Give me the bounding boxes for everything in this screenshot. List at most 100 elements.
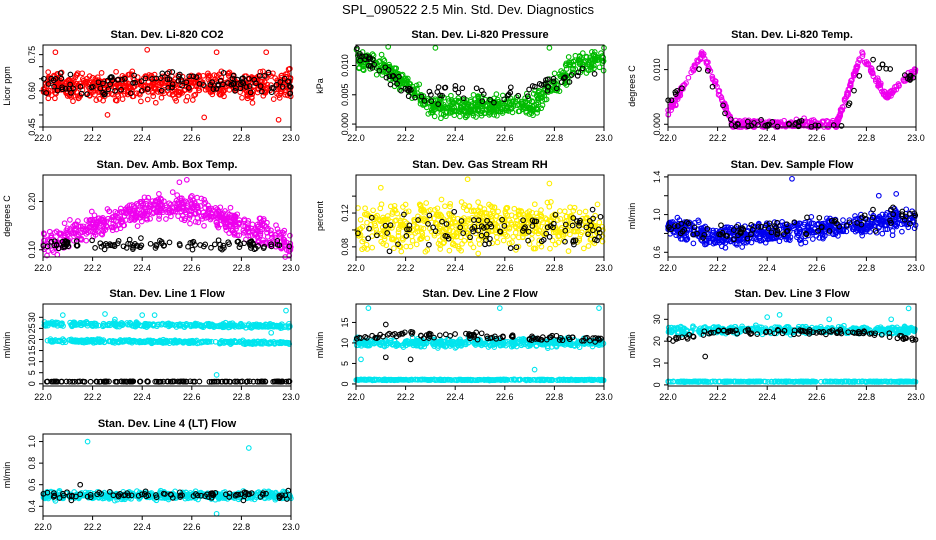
- data-point-sparse: [558, 79, 565, 85]
- data-points: [41, 307, 293, 385]
- data-point-sparse: [248, 242, 254, 249]
- x-tick-label: 22.8: [858, 263, 876, 273]
- y-tick-label: 0.12: [340, 204, 350, 222]
- data-point-dense: [712, 78, 718, 85]
- data-point-sparse: [394, 80, 400, 87]
- data-point-dense: [45, 69, 52, 75]
- x-tick-label: 22.6: [496, 133, 514, 143]
- data-point-sparse: [478, 232, 485, 239]
- data-point-dense: [494, 239, 501, 246]
- data-point-sparse: [365, 235, 372, 242]
- data-point-dense: [403, 243, 410, 250]
- x-tick-label: 22.2: [84, 133, 102, 143]
- data-point-dense: [270, 96, 277, 102]
- data-point-sparse: [482, 241, 488, 248]
- data-point-sparse: [211, 241, 218, 248]
- data-point-sparse: [45, 81, 52, 87]
- y-tick-label: 0.000: [340, 113, 350, 136]
- data-point-dense: [533, 105, 540, 111]
- data-point-sparse: [138, 242, 145, 249]
- data-point-sparse: [543, 230, 550, 237]
- data-point-dense: [513, 224, 520, 231]
- data-point-dense: [578, 229, 585, 236]
- x-tick-label: 23.0: [595, 263, 613, 273]
- data-point-sparse: [590, 227, 596, 234]
- data-point-sparse: [544, 224, 551, 231]
- y-tick-label: 0.08: [340, 238, 350, 256]
- data-point-dense: [705, 59, 711, 66]
- data-point-dense: [554, 86, 561, 93]
- data-point-dense: [284, 71, 291, 77]
- data-point-sparse: [879, 61, 886, 68]
- data-point-dense: [234, 232, 240, 239]
- y-tick-label: 10: [27, 357, 37, 367]
- x-tick-label: 22.2: [84, 263, 102, 273]
- data-point-dense: [142, 73, 149, 79]
- data-point-dense: [96, 96, 103, 102]
- data-point-sparse: [48, 75, 55, 82]
- data-point-sparse: [816, 214, 823, 221]
- data-point-dense: [546, 203, 553, 210]
- data-point-sparse: [887, 66, 894, 72]
- data-point-dense: [467, 241, 474, 247]
- y-axis-label: kPa: [315, 78, 325, 94]
- data-point-dense: [510, 233, 516, 240]
- data-point-dense: [45, 95, 52, 102]
- data-point-dense: [427, 225, 433, 232]
- data-point-dense: [475, 199, 481, 205]
- data-point-dense: [138, 198, 145, 205]
- data-point-dense: [526, 208, 533, 215]
- data-point-dense: [283, 239, 290, 246]
- data-point-dense: [113, 68, 119, 75]
- data-point-dense: [183, 97, 190, 104]
- data-point-dense: [565, 248, 572, 254]
- data-point-dense: [197, 78, 204, 85]
- data-point-dense: [816, 234, 823, 241]
- data-point-sparse: [529, 223, 536, 229]
- data-point-dense: [163, 216, 169, 222]
- data-point-sparse: [362, 56, 369, 63]
- data-point-dense: [120, 82, 127, 89]
- data-point-sparse: [570, 215, 577, 221]
- y-tick-label: 25: [27, 323, 37, 333]
- data-point-dense: [165, 207, 172, 214]
- data-points: [354, 176, 606, 257]
- data-point-sparse: [193, 74, 200, 80]
- data-point-sparse: [838, 123, 845, 129]
- data-points: [353, 305, 607, 384]
- data-point-dense: [104, 112, 111, 118]
- data-point-dense: [475, 250, 482, 257]
- data-point-sparse: [876, 65, 883, 72]
- data-point-dense: [93, 97, 100, 103]
- data-point-dense: [192, 91, 199, 98]
- data-point-sparse: [246, 83, 253, 89]
- data-point-dense: [506, 225, 513, 232]
- data-point-dense: [517, 211, 523, 218]
- data-point-sparse: [131, 72, 138, 79]
- data-point-sparse: [507, 89, 514, 96]
- data-point-dense: [446, 247, 453, 254]
- data-point-sparse: [718, 222, 724, 229]
- plot-frame: [42, 174, 292, 258]
- data-point-dense: [57, 231, 64, 237]
- data-point-dense: [445, 221, 452, 228]
- data-point-dense: [859, 49, 865, 56]
- data-point-dense: [453, 233, 460, 240]
- data-point-sparse: [215, 237, 222, 244]
- data-point-dense: [80, 226, 86, 233]
- data-point-sparse: [164, 70, 171, 77]
- data-point-dense: [240, 227, 247, 234]
- data-point-dense: [208, 213, 214, 220]
- data-point-dense: [150, 93, 157, 100]
- data-point-dense: [565, 54, 572, 60]
- data-point-dense: [402, 234, 409, 240]
- data-point-dense: [853, 65, 860, 72]
- x-tick-label: 22.2: [397, 133, 415, 143]
- data-point-dense: [52, 95, 58, 102]
- data-point-dense: [146, 208, 153, 214]
- data-point-sparse: [845, 102, 852, 108]
- data-point-sparse: [189, 240, 196, 246]
- data-point-sparse: [382, 64, 389, 71]
- data-point-baseline: [87, 378, 94, 385]
